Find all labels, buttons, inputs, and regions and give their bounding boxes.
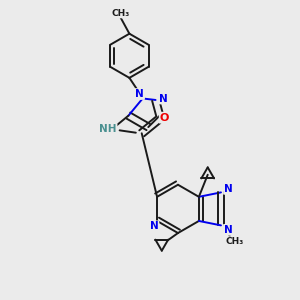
Text: NH: NH <box>99 124 117 134</box>
Text: N: N <box>135 89 144 99</box>
Text: N: N <box>224 184 233 194</box>
Text: N: N <box>224 225 233 235</box>
Text: CH₃: CH₃ <box>111 9 130 18</box>
Text: N: N <box>158 94 167 103</box>
Text: N: N <box>150 221 158 231</box>
Text: O: O <box>160 113 169 123</box>
Text: CH₃: CH₃ <box>225 237 243 246</box>
